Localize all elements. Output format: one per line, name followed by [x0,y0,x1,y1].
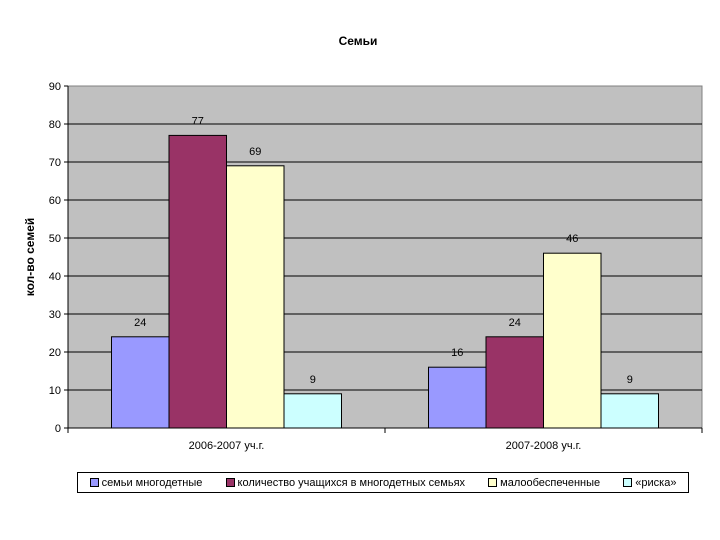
bar [111,336,170,429]
y-tick-label: 0 [55,423,61,435]
data-labels: 24 77 69 9 16 24 46 9 [134,115,633,385]
y-tick-label: 80 [49,119,61,131]
chart-title: Семьи [339,34,378,48]
data-label: 16 [451,347,463,359]
bars [111,134,659,429]
legend-label: малообеспеченные [500,476,601,489]
y-tick-label: 10 [49,385,61,397]
data-label: 24 [134,317,146,329]
bar [543,252,602,429]
legend-item: «риска» [623,477,676,489]
y-axis-label: кол-во семей [23,218,37,297]
data-label: 24 [509,317,521,329]
bar [226,165,285,429]
legend-label: количество учащихся в многодетных семьях [237,476,466,489]
legend-swatch [488,478,498,487]
x-tick-label: 2006-2007 уч.г. [189,440,265,452]
legend: семьи многодетные количество учащихся в м… [77,472,689,493]
bar [428,366,487,429]
y-tick-label: 30 [49,309,61,321]
y-tick-label: 90 [49,81,61,93]
y-tick-label: 70 [49,157,61,169]
legend-swatch [623,478,633,487]
data-label: 69 [249,146,261,158]
data-label: 46 [566,233,578,245]
x-tick-label: 2007-2008 уч.г. [506,440,582,452]
legend-item: количество учащихся в многодетных семьях [225,476,466,489]
legend-label: семьи многодетные [101,476,203,489]
bar [600,393,659,429]
legend-swatch [225,478,235,487]
y-tick-label: 60 [49,195,61,207]
bar [485,336,544,429]
legend-item: семьи многодетные [89,476,203,489]
data-label: 9 [627,374,633,386]
y-tick-label: 20 [49,347,61,359]
axes: 0 10 20 30 40 50 60 70 80 90 2006-2007 уч.г. 2007-2… [49,81,703,452]
bar [168,134,227,429]
y-tick-label: 40 [49,271,61,283]
y-tick-label: 50 [49,233,61,245]
legend-item: малообеспеченные [488,477,600,489]
data-label: 9 [310,374,316,386]
data-label: 77 [192,115,204,127]
bar [283,393,342,429]
legend-swatch [89,478,99,487]
legend-label: «риска» [635,476,677,489]
